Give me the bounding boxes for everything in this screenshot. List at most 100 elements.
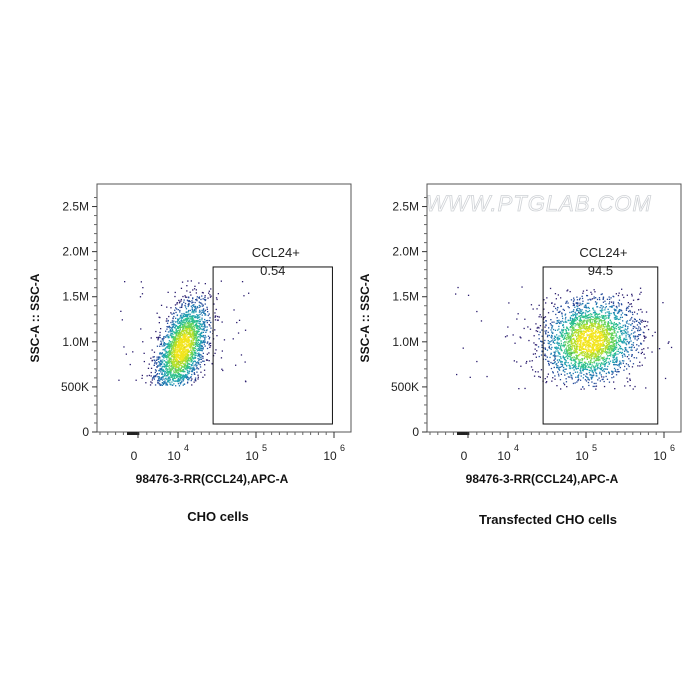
data-point [182,350,184,352]
data-point [613,313,615,315]
data-point [561,333,563,336]
data-point [552,310,554,313]
data-point [605,346,607,349]
data-point [627,342,630,344]
data-point [600,367,602,369]
data-point [544,316,547,318]
data-point [560,340,562,342]
data-point [572,302,574,304]
data-point [597,347,599,349]
data-point [591,345,593,347]
data-point [553,366,555,369]
data-point [202,326,204,328]
data-point [145,382,147,384]
data-point [146,375,148,377]
data-point [643,348,645,350]
data-point [179,333,181,336]
data-point [617,318,620,321]
data-point [572,310,574,313]
data-point [159,353,161,355]
data-point [592,335,594,337]
data-point [568,367,571,369]
data-point [162,359,164,361]
data-point [643,335,645,337]
data-point [189,313,191,315]
data-point [172,325,174,327]
data-point [544,330,546,332]
data-point [619,318,621,320]
data-point [157,382,160,384]
data-point [182,320,184,322]
data-point [571,330,573,332]
data-point [605,342,607,344]
data-point [595,385,598,387]
data-point [641,351,643,353]
data-point [544,348,547,350]
data-point [582,292,584,294]
data-point [608,317,610,319]
data-point [199,306,201,308]
data-point [486,375,488,378]
data-point [169,378,171,380]
data-point [201,314,203,316]
x-tick-label: 10 [245,449,259,463]
data-point [613,331,615,334]
data-point [177,351,179,353]
data-point [588,372,590,374]
data-point [196,296,198,298]
data-point [561,365,563,368]
data-point [619,309,621,312]
data-point [591,321,593,323]
data-point [599,380,601,382]
data-point [574,345,576,347]
data-point [613,364,615,366]
data-point [166,318,168,320]
data-point [607,343,609,345]
data-point [567,376,570,378]
data-point [594,336,596,338]
data-point [164,373,166,375]
data-point [601,326,603,328]
data-point [608,362,611,364]
data-point [189,291,191,293]
data-point [593,319,596,322]
data-point [184,334,186,336]
data-point [585,317,587,320]
data-point [188,366,190,368]
data-point [589,366,591,369]
data-point [174,291,176,294]
data-point [561,315,563,317]
data-point [571,375,573,377]
data-point [154,369,157,371]
data-point [191,312,193,314]
data-point [611,333,613,335]
data-point [577,323,579,326]
data-point [602,306,604,308]
data-point [162,355,164,357]
data-point [600,345,602,347]
data-point [613,349,615,351]
data-point [639,334,642,336]
data-point [180,365,182,367]
data-point [168,350,170,352]
data-point [575,348,577,351]
data-point [189,327,191,329]
data-point [551,346,553,349]
data-point [581,342,583,344]
data-point [598,359,600,362]
data-point [568,340,570,342]
data-point [193,309,196,312]
data-point [596,313,598,315]
data-point [580,388,582,390]
data-point [607,324,609,326]
data-point [575,330,578,332]
data-point [578,354,580,356]
data-point [167,350,169,353]
data-point [571,345,573,347]
data-point [198,336,200,338]
data-point [576,299,579,301]
data-point [670,346,673,349]
data-point [164,353,166,356]
data-point [166,355,169,357]
data-point [187,370,189,372]
